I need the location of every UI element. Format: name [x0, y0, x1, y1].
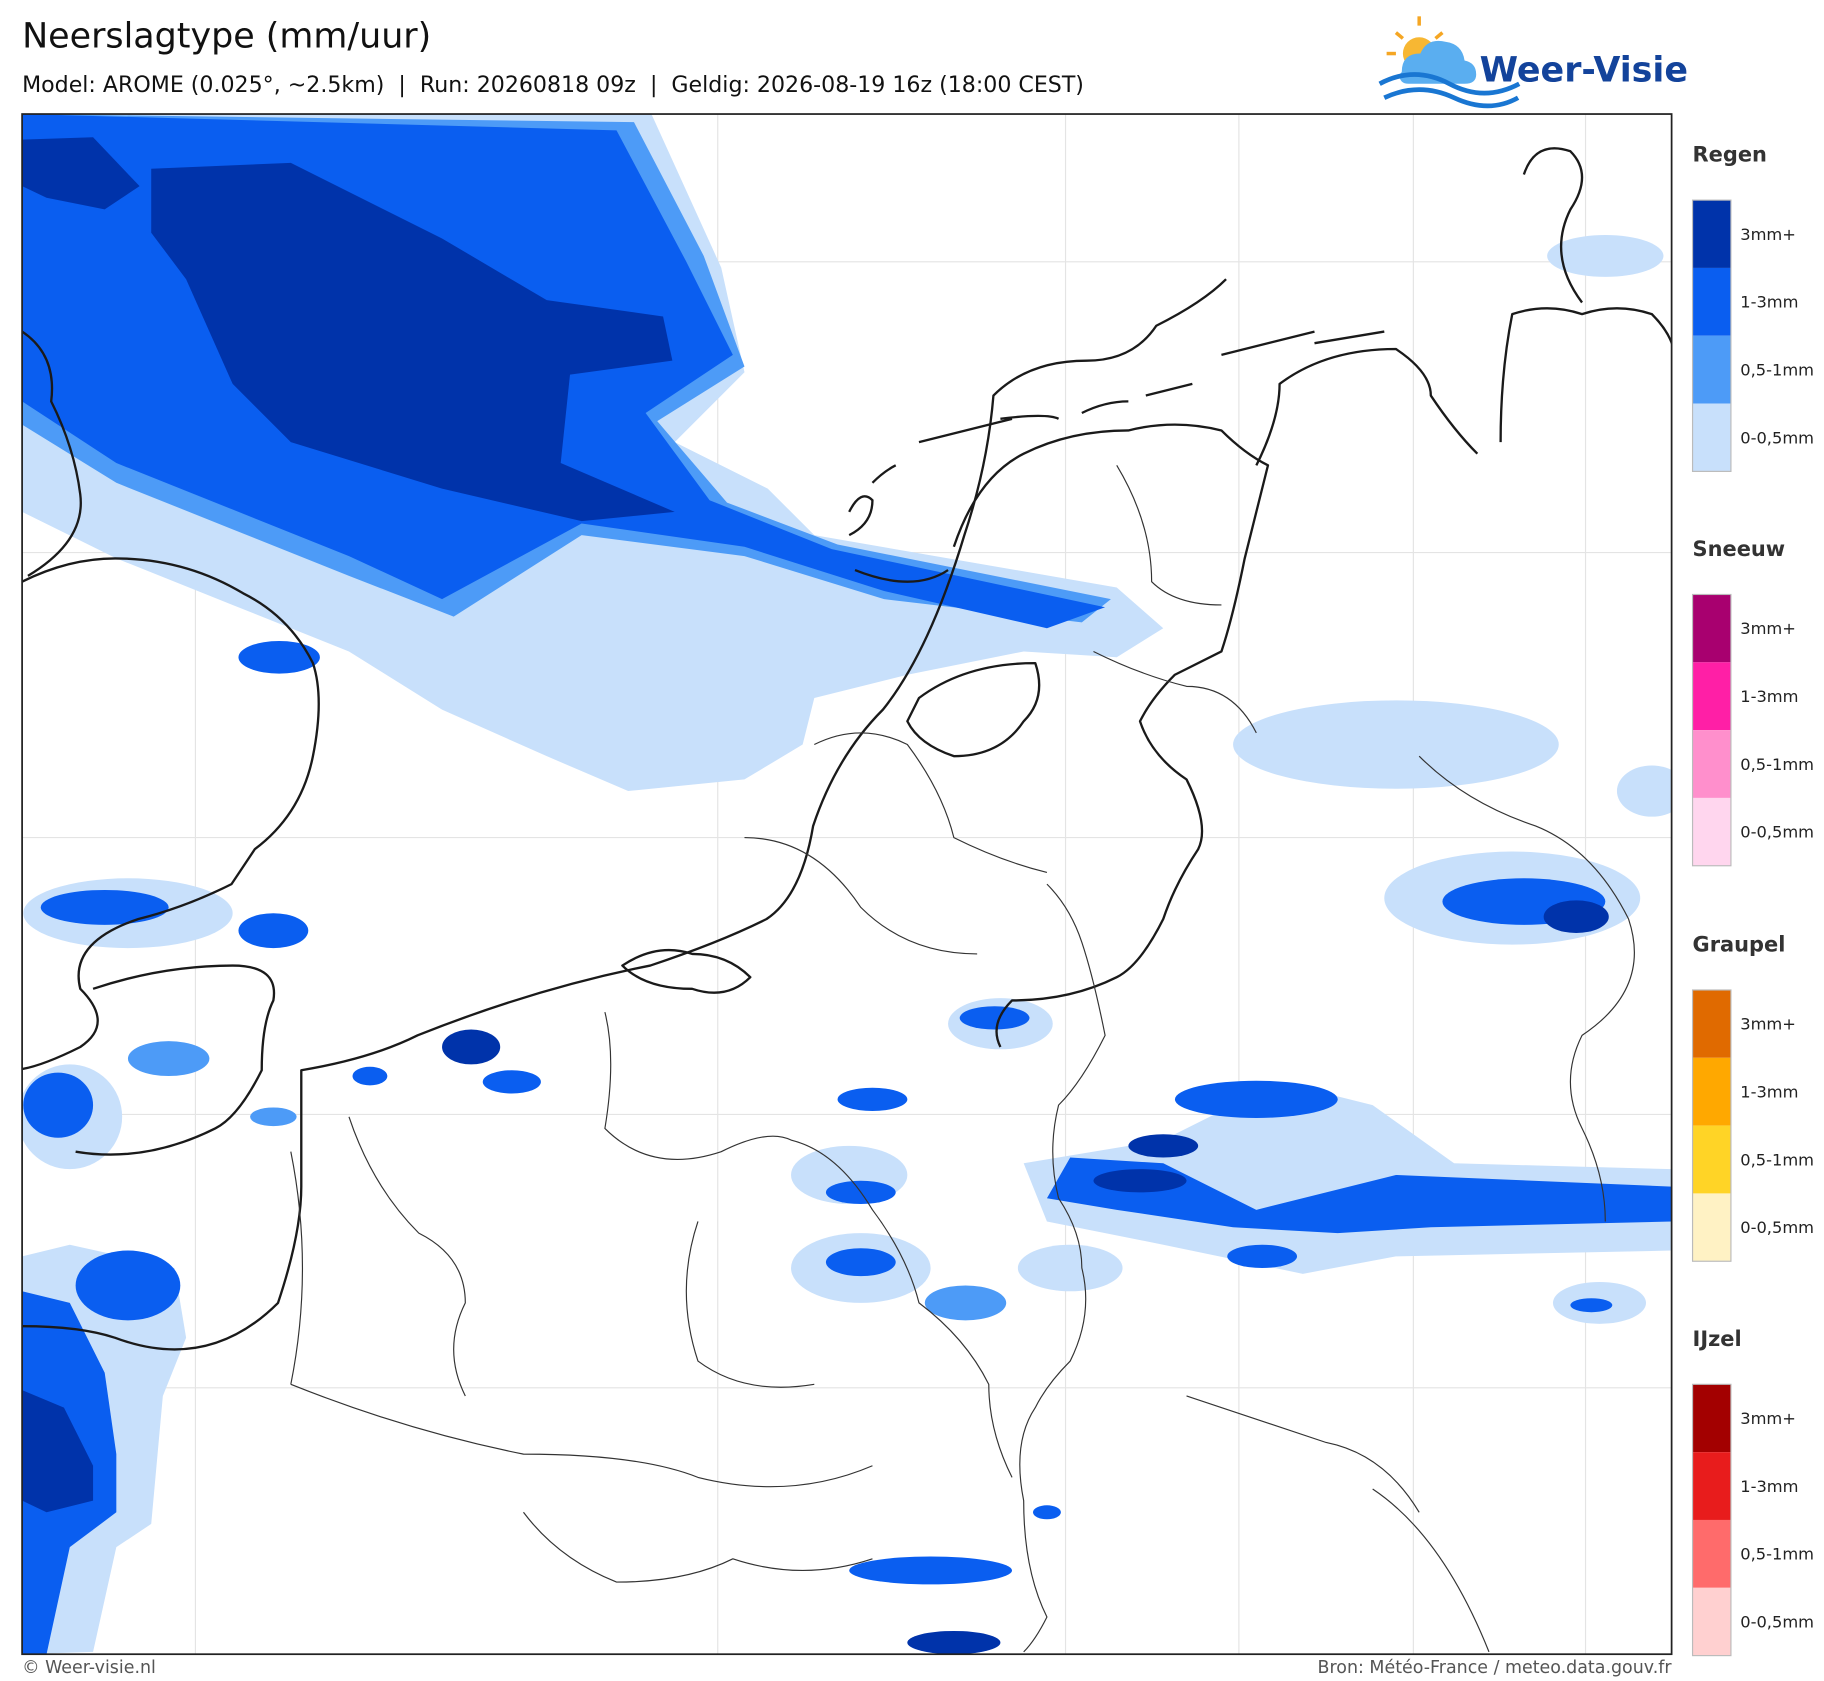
legend-label: 1-3mm	[1740, 1083, 1798, 1102]
logo-wave	[1383, 87, 1520, 109]
legend-label: 3mm+	[1740, 1409, 1796, 1428]
legend-label: 0,5-1mm	[1740, 1545, 1814, 1564]
borders	[290, 465, 1635, 1653]
legend-title: Sneeuw	[1693, 537, 1786, 561]
legend-swatch	[1692, 1193, 1731, 1262]
map	[21, 113, 1673, 1656]
legend-swatch	[1692, 403, 1731, 472]
legend-label: 0,5-1mm	[1740, 360, 1814, 379]
legend-label: 0-0,5mm	[1740, 1218, 1814, 1237]
logo-wave	[1378, 72, 1521, 96]
logo-text: Weer-Visie	[1480, 50, 1688, 90]
legend-swatch	[1692, 335, 1731, 404]
legend-swatch	[1692, 594, 1731, 663]
legend-bar-frame	[1691, 1383, 1732, 1657]
map-frame	[21, 113, 1673, 1656]
legend: Regen 3mm+ 1-3mm 0,5-1mm 0-0,5mm Sneeuw 3mm+ 1-…	[1691, 143, 1814, 1657]
legend-swatch	[1692, 200, 1731, 268]
legend-label: 3mm+	[1740, 225, 1796, 244]
footer-source: Bron: Météo-France / meteo.data.gouv.fr	[1318, 1658, 1673, 1678]
legend-title: Graupel	[1693, 933, 1786, 957]
coastlines	[22, 147, 1672, 1351]
legend-swatch	[1692, 1587, 1731, 1656]
legend-swatch	[1692, 1057, 1731, 1126]
legend-label: 1-3mm	[1740, 687, 1798, 706]
legend-swatch	[1692, 1384, 1731, 1453]
title: Neerslagtype (mm/uur)	[22, 17, 431, 57]
legend-bar-frame	[1691, 989, 1732, 1262]
legend-swatch	[1692, 730, 1731, 798]
legend-swatch	[1692, 1519, 1731, 1588]
legend-label: 1-3mm	[1740, 1477, 1798, 1496]
legend-swatch	[1692, 1125, 1731, 1194]
legend-label: 3mm+	[1740, 1015, 1796, 1034]
legend-bar-frame	[1691, 199, 1732, 472]
footer-credit: © Weer-visie.nl	[22, 1658, 156, 1678]
legend-swatch	[1692, 267, 1731, 336]
subtitle: Model: AROME (0.025°, ~2.5km) | Run: 202…	[22, 72, 1084, 98]
legend-label: 0-0,5mm	[1740, 823, 1814, 842]
legend-label: 1-3mm	[1740, 293, 1798, 312]
legend-label: 0-0,5mm	[1740, 1613, 1814, 1632]
legend-label: 0,5-1mm	[1740, 1150, 1814, 1169]
legend-title: Regen	[1693, 143, 1767, 167]
legend-label: 0,5-1mm	[1740, 755, 1814, 774]
legend-swatch	[1692, 989, 1731, 1058]
legend-label: 3mm+	[1740, 619, 1796, 638]
logo: Weer-Visie	[1378, 16, 1688, 109]
legend-swatch	[1692, 797, 1731, 866]
legend-swatch	[1692, 1452, 1731, 1520]
legend-title: IJzel	[1693, 1327, 1742, 1351]
legend-bar-frame	[1691, 593, 1732, 867]
legend-swatch	[1692, 662, 1731, 731]
precipitation	[22, 114, 1672, 1655]
legend-label: 0-0,5mm	[1740, 428, 1814, 447]
